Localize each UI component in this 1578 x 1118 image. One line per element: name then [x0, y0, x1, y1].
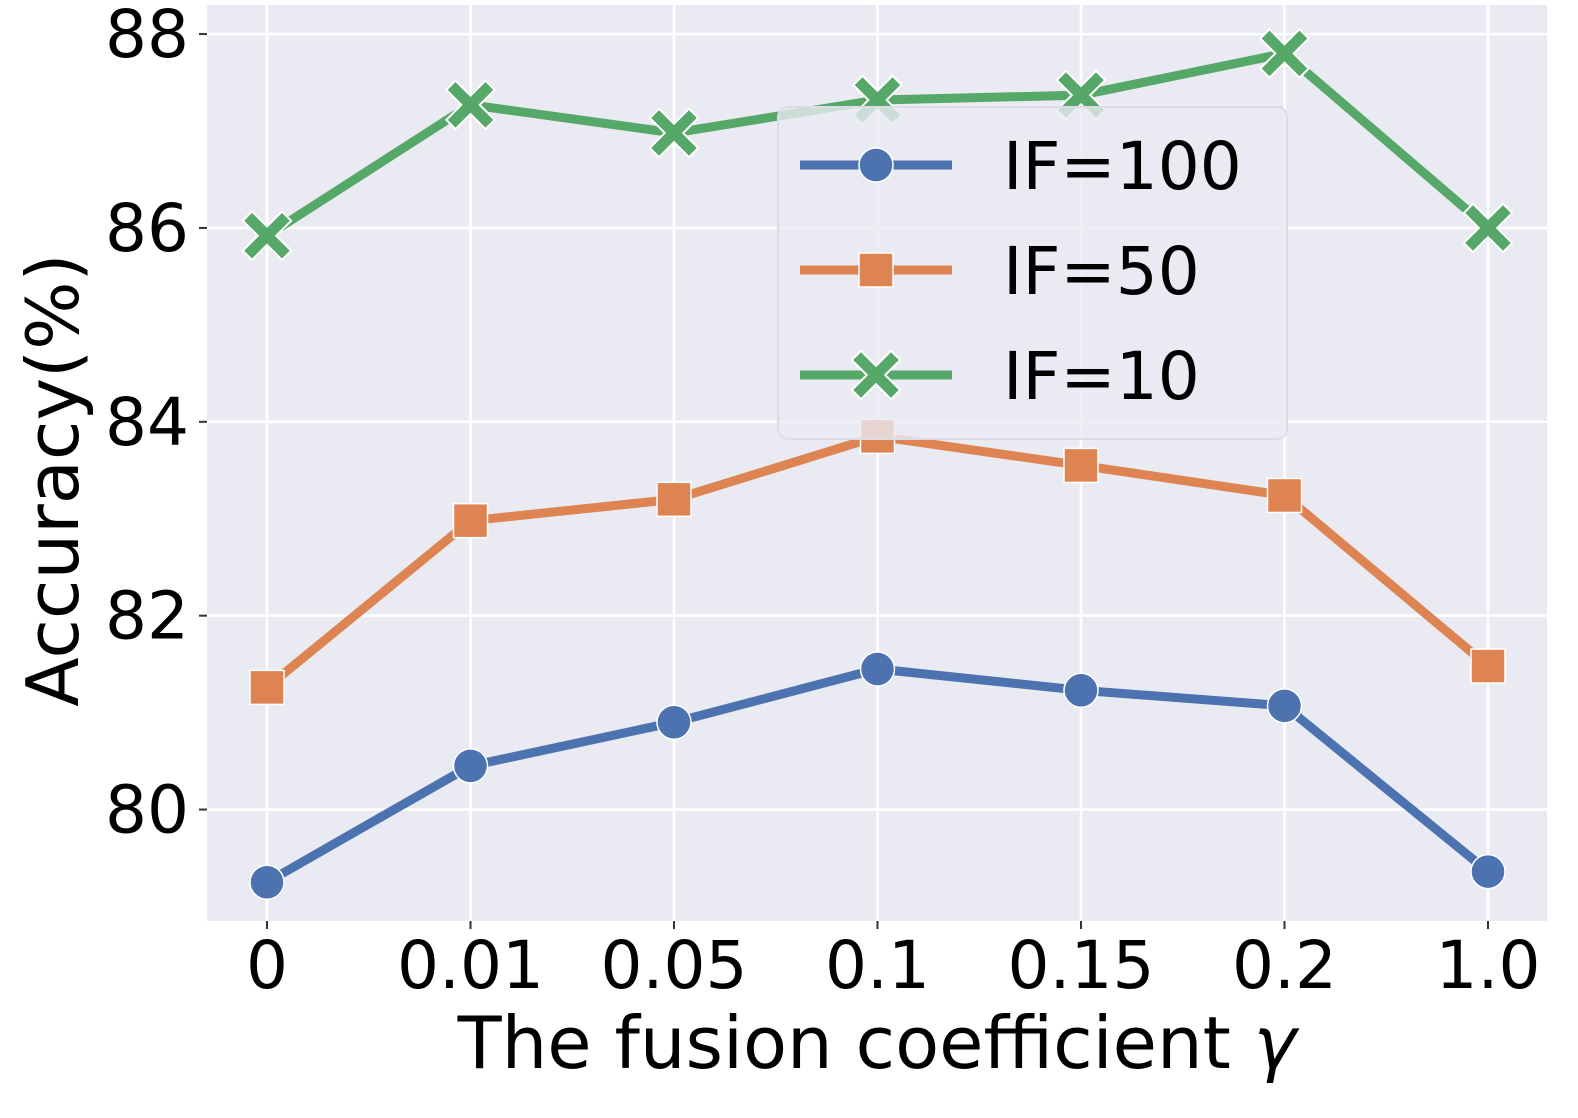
x-axis-label: The fusion coefficient γ	[457, 1001, 1300, 1085]
data-point-if10-stroke-b	[1261, 30, 1308, 77]
data-point-if10	[1258, 27, 1311, 80]
data-point-if10-stroke-b	[1058, 72, 1104, 118]
data-point-if10	[1055, 69, 1107, 121]
data-point-if100	[1063, 672, 1099, 709]
data-point-if100	[859, 651, 896, 687]
x-axis-label-symbol: γ	[1254, 1001, 1300, 1085]
data-point-if10	[1462, 202, 1514, 254]
y-tick-label: 82	[105, 578, 189, 655]
legend-item-if50: IF=50	[800, 233, 1200, 310]
data-point-if50	[656, 481, 692, 518]
y-tick-label: 86	[105, 190, 189, 267]
x-tick-label: 0.01	[397, 927, 544, 1004]
y-ticks: 80 82 84 86 88	[105, 0, 207, 849]
data-point-if10	[241, 210, 293, 262]
data-point-if50	[1266, 477, 1303, 514]
legend-marker	[858, 147, 894, 183]
x-tick-label: 1.0	[1436, 927, 1541, 1004]
legend-item-if10: IF=10	[800, 338, 1200, 415]
data-point-if10	[444, 79, 497, 131]
x-tick-label: 0.15	[1008, 927, 1155, 1004]
data-point-if10-stroke-b	[1465, 205, 1511, 251]
data-point-if10-stroke-b	[651, 110, 697, 156]
y-tick-label: 88	[105, 0, 189, 73]
y-tick-label: 84	[105, 384, 189, 461]
legend-marker	[858, 252, 894, 288]
data-point-if100	[452, 748, 489, 784]
data-point-if50	[249, 669, 285, 706]
data-point-if50	[1063, 447, 1099, 484]
y-tick-label: 80	[105, 772, 189, 849]
data-point-if100	[656, 704, 692, 741]
data-point-if100	[1266, 688, 1303, 724]
legend-marker-stroke-b	[853, 352, 899, 398]
legend-marker	[850, 349, 902, 401]
legend-label: IF=50	[1003, 233, 1200, 310]
x-ticks: 0 0.01 0.05 0.1 0.15 0.2 1.0	[246, 921, 1540, 1004]
data-point-if100	[249, 864, 285, 900]
x-axis-label-text: The fusion coefficient	[457, 1001, 1231, 1085]
y-axis-label: Accuracy(%)	[11, 253, 95, 706]
data-point-if10	[648, 107, 700, 159]
data-point-if100	[1470, 853, 1506, 890]
legend-label: IF=10	[1003, 338, 1200, 415]
x-tick-label: 0.05	[601, 927, 748, 1004]
series-if100	[249, 651, 1506, 900]
legend-label: IF=100	[1003, 128, 1242, 205]
data-point-if50	[452, 502, 489, 539]
series-if10	[241, 27, 1514, 262]
x-tick-label: 0	[246, 927, 288, 1004]
data-point-if50	[1470, 648, 1506, 684]
legend-item-if100: IF=100	[800, 128, 1242, 205]
x-tick-label: 0.2	[1232, 927, 1337, 1004]
data-point-if10-stroke-b	[244, 212, 290, 259]
legend: IF=100 IF=50 IF=10	[777, 106, 1288, 440]
x-tick-label: 0.1	[825, 927, 930, 1004]
legend-box	[777, 106, 1288, 440]
data-point-if10-stroke-b	[447, 82, 494, 128]
